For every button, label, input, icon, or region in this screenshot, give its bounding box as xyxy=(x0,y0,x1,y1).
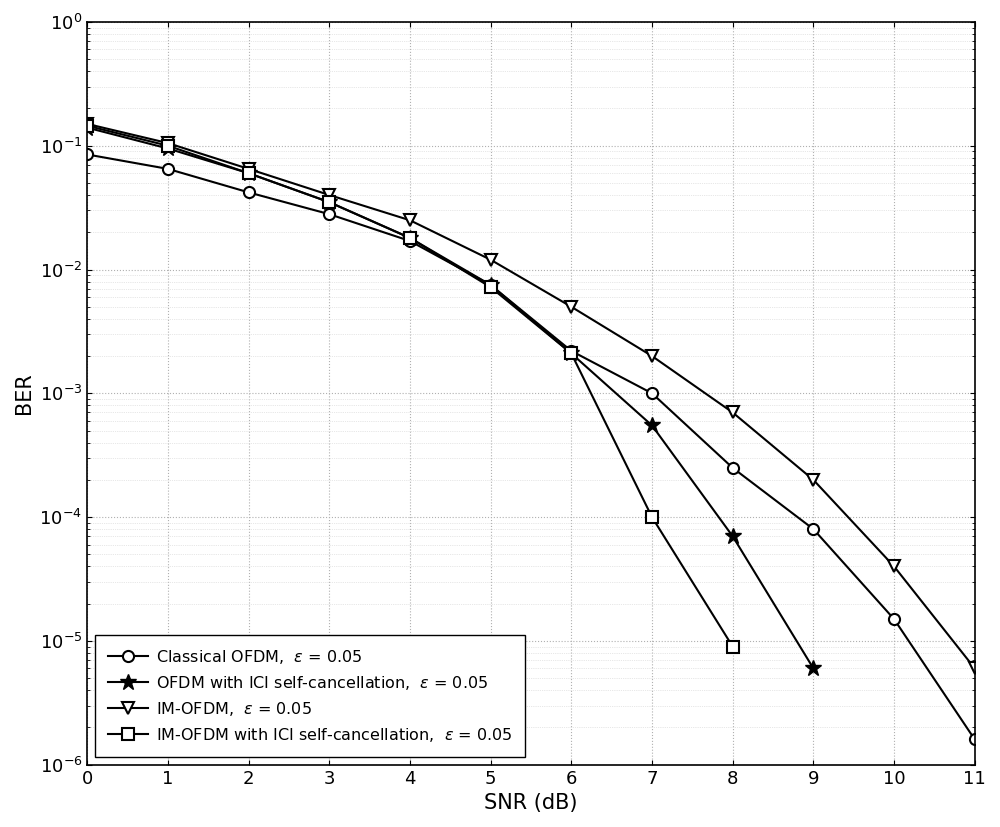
OFDM with ICI self-cancellation,  $\varepsilon$ = 0.05 xyxy=(323,197,335,207)
OFDM with ICI self-cancellation,  $\varepsilon$ = 0.05 xyxy=(646,420,658,430)
Classical OFDM,  $\varepsilon$ = 0.05 xyxy=(565,346,577,356)
IM-OFDM,  $\varepsilon$ = 0.05 xyxy=(727,408,739,418)
OFDM with ICI self-cancellation,  $\varepsilon$ = 0.05 xyxy=(81,122,93,132)
IM-OFDM with ICI self-cancellation,  $\varepsilon$ = 0.05 xyxy=(243,168,255,178)
IM-OFDM,  $\varepsilon$ = 0.05 xyxy=(81,119,93,129)
Classical OFDM,  $\varepsilon$ = 0.05 xyxy=(969,734,981,744)
IM-OFDM,  $\varepsilon$ = 0.05 xyxy=(404,215,416,225)
Classical OFDM,  $\varepsilon$ = 0.05 xyxy=(888,614,900,624)
IM-OFDM with ICI self-cancellation,  $\varepsilon$ = 0.05 xyxy=(727,642,739,652)
IM-OFDM,  $\varepsilon$ = 0.05 xyxy=(646,351,658,361)
OFDM with ICI self-cancellation,  $\varepsilon$ = 0.05 xyxy=(404,233,416,243)
OFDM with ICI self-cancellation,  $\varepsilon$ = 0.05 xyxy=(485,280,497,290)
IM-OFDM with ICI self-cancellation,  $\varepsilon$ = 0.05 xyxy=(565,348,577,358)
Line: IM-OFDM,  $\varepsilon$ = 0.05: IM-OFDM, $\varepsilon$ = 0.05 xyxy=(81,117,981,675)
Classical OFDM,  $\varepsilon$ = 0.05 xyxy=(727,463,739,473)
OFDM with ICI self-cancellation,  $\varepsilon$ = 0.05 xyxy=(807,663,819,673)
Line: IM-OFDM with ICI self-cancellation,  $\varepsilon$ = 0.05: IM-OFDM with ICI self-cancellation, $\va… xyxy=(82,120,738,653)
OFDM with ICI self-cancellation,  $\varepsilon$ = 0.05 xyxy=(243,168,255,178)
IM-OFDM,  $\varepsilon$ = 0.05 xyxy=(888,562,900,571)
Classical OFDM,  $\varepsilon$ = 0.05 xyxy=(243,188,255,198)
IM-OFDM,  $\varepsilon$ = 0.05 xyxy=(565,302,577,312)
OFDM with ICI self-cancellation,  $\varepsilon$ = 0.05 xyxy=(727,531,739,541)
IM-OFDM with ICI self-cancellation,  $\varepsilon$ = 0.05 xyxy=(81,121,93,131)
OFDM with ICI self-cancellation,  $\varepsilon$ = 0.05 xyxy=(162,144,174,154)
Classical OFDM,  $\varepsilon$ = 0.05 xyxy=(646,389,658,399)
IM-OFDM with ICI self-cancellation,  $\varepsilon$ = 0.05 xyxy=(485,282,497,292)
IM-OFDM with ICI self-cancellation,  $\varepsilon$ = 0.05 xyxy=(646,512,658,522)
Classical OFDM,  $\varepsilon$ = 0.05 xyxy=(404,236,416,246)
Classical OFDM,  $\varepsilon$ = 0.05 xyxy=(485,280,497,290)
Line: Classical OFDM,  $\varepsilon$ = 0.05: Classical OFDM, $\varepsilon$ = 0.05 xyxy=(82,149,980,745)
Classical OFDM,  $\varepsilon$ = 0.05 xyxy=(162,164,174,174)
IM-OFDM,  $\varepsilon$ = 0.05 xyxy=(969,663,981,673)
IM-OFDM with ICI self-cancellation,  $\varepsilon$ = 0.05 xyxy=(404,233,416,243)
Line: OFDM with ICI self-cancellation,  $\varepsilon$ = 0.05: OFDM with ICI self-cancellation, $\varep… xyxy=(79,119,822,676)
IM-OFDM,  $\varepsilon$ = 0.05 xyxy=(243,164,255,174)
X-axis label: SNR (dB): SNR (dB) xyxy=(484,793,578,813)
Legend: Classical OFDM,  $\varepsilon$ = 0.05, OFDM with ICI self-cancellation,  $\varep: Classical OFDM, $\varepsilon$ = 0.05, OF… xyxy=(95,635,525,757)
IM-OFDM,  $\varepsilon$ = 0.05 xyxy=(323,190,335,200)
OFDM with ICI self-cancellation,  $\varepsilon$ = 0.05 xyxy=(565,348,577,358)
Classical OFDM,  $\varepsilon$ = 0.05 xyxy=(323,209,335,219)
Classical OFDM,  $\varepsilon$ = 0.05 xyxy=(81,150,93,160)
IM-OFDM with ICI self-cancellation,  $\varepsilon$ = 0.05 xyxy=(162,141,174,151)
Classical OFDM,  $\varepsilon$ = 0.05 xyxy=(807,524,819,534)
Y-axis label: BER: BER xyxy=(14,372,34,414)
IM-OFDM,  $\varepsilon$ = 0.05 xyxy=(485,255,497,265)
IM-OFDM with ICI self-cancellation,  $\varepsilon$ = 0.05 xyxy=(323,197,335,207)
IM-OFDM,  $\varepsilon$ = 0.05 xyxy=(162,138,174,148)
IM-OFDM,  $\varepsilon$ = 0.05 xyxy=(807,475,819,485)
